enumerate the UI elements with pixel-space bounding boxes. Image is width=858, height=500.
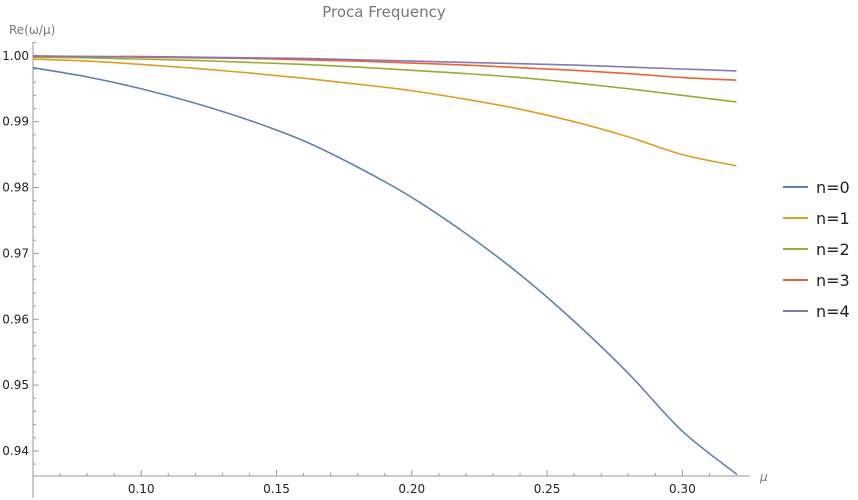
- x-tick-label: 0.30: [669, 482, 696, 496]
- series-line-n=1: [32, 58, 737, 167]
- series-line-n=4: [32, 55, 737, 72]
- x-axis-label: μ: [759, 470, 768, 484]
- legend-label: n=4: [816, 302, 850, 321]
- legend: n=0 n=1 n=2 n=3 n=4: [783, 178, 850, 321]
- x-tick-label: 0.15: [263, 482, 290, 496]
- y-tick-label: 0.95: [2, 378, 29, 392]
- y-tick-label: 0.98: [2, 181, 29, 195]
- plot-area: [32, 55, 737, 475]
- legend-label: n=1: [816, 209, 850, 228]
- x-tick-label: 0.10: [128, 482, 155, 496]
- axis-ticks: 0.10 0.15 0.20 0.25 0.30 0.94 0.95 0.96 0.97 0.98…: [2, 42, 737, 496]
- y-tick-label: 1.00: [2, 49, 29, 63]
- chart-title: Proca Frequency: [322, 3, 446, 21]
- series-line-n=2: [32, 56, 737, 103]
- y-tick-label: 0.97: [2, 246, 29, 260]
- legend-label: n=0: [816, 178, 850, 197]
- series-line-n=0: [32, 66, 737, 475]
- legend-label: n=2: [816, 240, 850, 259]
- x-tick-label: 0.25: [534, 482, 561, 496]
- legend-label: n=3: [816, 271, 850, 290]
- y-tick-label: 0.96: [2, 312, 29, 326]
- x-tick-label: 0.20: [398, 482, 425, 496]
- y-tick-label: 0.94: [2, 444, 29, 458]
- y-axis-label: Re(ω/μ): [9, 23, 55, 37]
- y-tick-label: 0.99: [2, 115, 29, 129]
